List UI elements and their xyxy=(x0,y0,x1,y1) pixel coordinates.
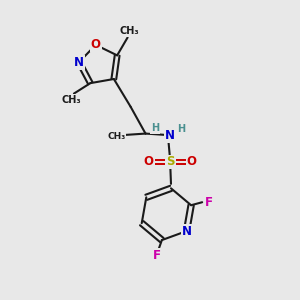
Text: F: F xyxy=(205,196,213,209)
Text: H: H xyxy=(151,123,159,133)
Text: N: N xyxy=(182,225,192,238)
Text: O: O xyxy=(187,155,197,168)
Text: CH₃: CH₃ xyxy=(107,132,126,141)
Text: F: F xyxy=(152,249,160,262)
Text: O: O xyxy=(144,155,154,168)
Text: O: O xyxy=(91,38,101,51)
Text: N: N xyxy=(165,129,175,142)
Text: S: S xyxy=(166,155,175,168)
Text: CH₃: CH₃ xyxy=(61,94,81,105)
Text: N: N xyxy=(74,56,84,69)
Text: H: H xyxy=(177,124,185,134)
Text: CH₃: CH₃ xyxy=(119,26,139,37)
